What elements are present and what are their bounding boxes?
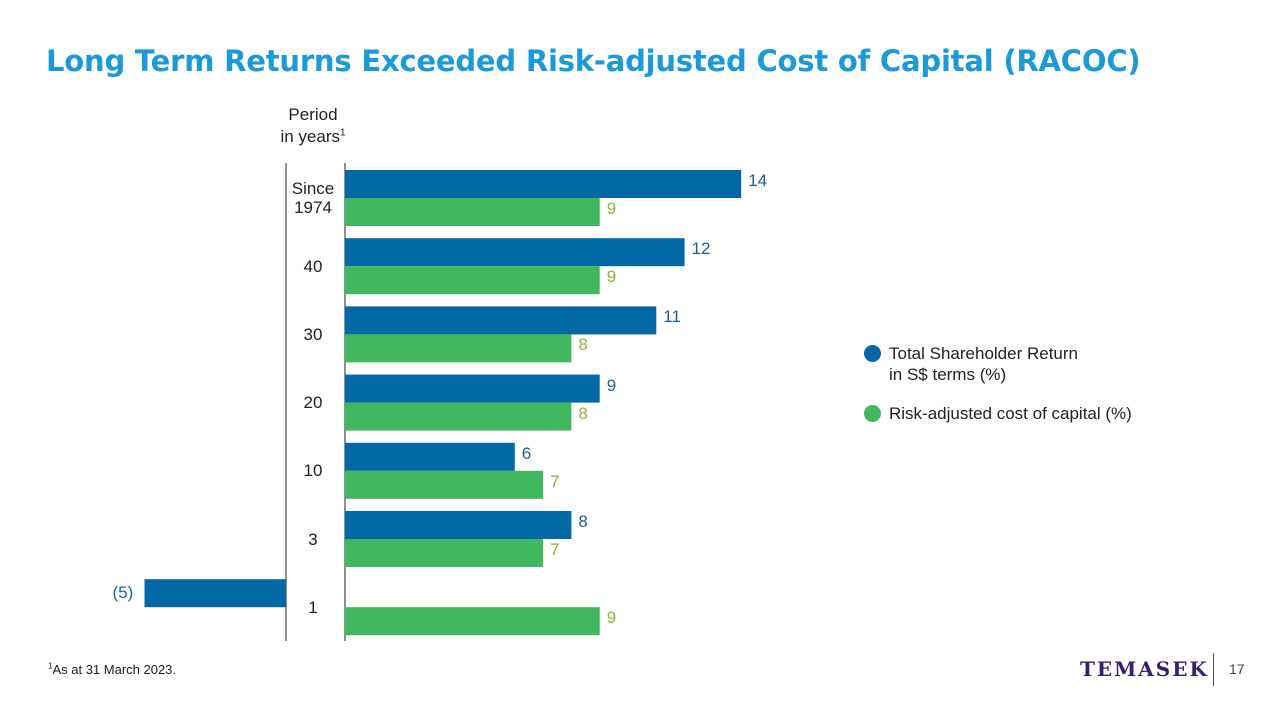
footnote: 1As at 31 March 2023. [48, 662, 176, 677]
value-label-racoc: 9 [606, 267, 617, 287]
value-label-racoc: 8 [578, 403, 588, 423]
value-label-tsr: 12 [691, 239, 711, 259]
bar-racoc [345, 334, 572, 363]
legend-tsr-line1: Total Shareholder Return [889, 344, 1079, 363]
bar-racoc [345, 470, 544, 499]
category-label: 40 [303, 256, 323, 276]
category-label: Since 1974 [291, 179, 335, 217]
legend-item-tsr: Total Shareholder Return in S$ terms (%) [864, 343, 1132, 385]
axis-title-line2: in years [280, 127, 340, 146]
slide-title: Long Term Returns Exceeded Risk-adjusted… [46, 44, 1141, 78]
bar-tsr [345, 306, 657, 335]
axis-title-line1: Period [288, 105, 338, 124]
value-label-racoc: 9 [606, 608, 617, 628]
bar-tsr [345, 238, 685, 267]
legend-dot-tsr-icon [864, 345, 881, 362]
value-label-tsr: 6 [521, 443, 532, 463]
legend-racoc-label: Risk-adjusted cost of capital (%) [889, 404, 1132, 423]
legend-item-racoc: Risk-adjusted cost of capital (%) [864, 403, 1132, 424]
bar-racoc [345, 539, 544, 567]
category-label: 1 [308, 597, 318, 617]
bar-racoc [345, 266, 600, 295]
legend: Total Shareholder Return in S$ terms (%)… [864, 343, 1132, 424]
value-label-tsr: 11 [663, 307, 681, 327]
axis-title-footnote-marker: 1 [339, 127, 346, 139]
footnote-text: As at 31 March 2023. [52, 662, 177, 677]
bar-racoc [345, 607, 600, 636]
bar-tsr [144, 579, 286, 608]
axis-title: Period in years1 [254, 104, 372, 148]
bar-racoc [345, 198, 600, 226]
value-label-tsr: 8 [578, 512, 588, 531]
value-label-racoc: 9 [606, 199, 617, 218]
value-label-tsr: 9 [606, 375, 617, 395]
category-label: 30 [303, 324, 323, 344]
bar-tsr [345, 170, 742, 198]
footer-divider [1213, 653, 1214, 686]
value-label-racoc: 7 [550, 540, 560, 559]
legend-dot-racoc-icon [864, 405, 881, 422]
value-label-tsr: 14 [748, 171, 768, 190]
value-label-racoc: 7 [550, 471, 560, 491]
bar-tsr [345, 374, 600, 403]
footnote-marker: 1 [48, 661, 53, 671]
legend-tsr-line2: in S$ terms (%) [889, 365, 1007, 384]
value-label-tsr: (5) [112, 583, 134, 603]
bar-tsr [345, 511, 572, 539]
category-label: 10 [303, 461, 323, 481]
value-label-racoc: 8 [578, 335, 588, 355]
page-number: 17 [1229, 661, 1245, 677]
bar-tsr [345, 442, 515, 471]
category-label: 20 [303, 393, 323, 413]
bar-racoc [345, 402, 572, 431]
temasek-logo: TEMASEK [1080, 657, 1209, 681]
category-label: 3 [308, 529, 318, 549]
